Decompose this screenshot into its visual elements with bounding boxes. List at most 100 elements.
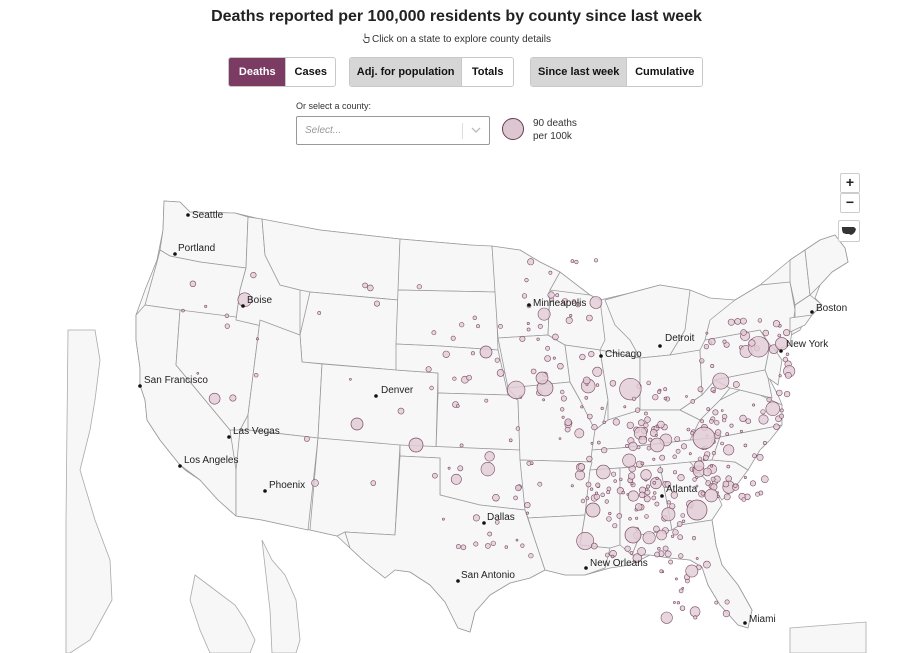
county-bubble[interactable] (515, 484, 522, 492)
county-bubble[interactable] (425, 366, 432, 373)
state-iowa[interactable] (497, 334, 571, 389)
county-bubble[interactable] (536, 337, 540, 341)
county-bubble[interactable] (651, 495, 657, 501)
county-bubble[interactable] (442, 350, 450, 358)
county-bubble[interactable] (697, 456, 703, 462)
county-bubble[interactable] (611, 471, 617, 477)
county-bubble[interactable] (692, 477, 697, 482)
county-bubble[interactable] (638, 435, 648, 445)
county-bubble[interactable] (720, 409, 724, 412)
county-bubble[interactable] (431, 330, 437, 336)
county-bubble[interactable] (450, 473, 462, 485)
county-bubble[interactable] (560, 395, 567, 402)
cumulative-button[interactable]: Cumulative (626, 58, 702, 86)
county-bubble[interactable] (559, 389, 565, 395)
deaths-button[interactable]: Deaths (229, 58, 286, 86)
county-bubble[interactable] (229, 394, 237, 402)
county-bubble[interactable] (656, 389, 662, 395)
since-last-week-button[interactable]: Since last week (531, 58, 627, 86)
county-bubble[interactable] (627, 472, 636, 480)
state-massachusetts[interactable] (794, 294, 823, 319)
county-bubble[interactable] (714, 600, 719, 605)
county-bubble[interactable] (473, 541, 479, 547)
county-bubble[interactable] (660, 611, 673, 624)
county-bubble[interactable] (632, 553, 642, 563)
county-bubble[interactable] (686, 427, 691, 432)
county-bubble[interactable] (663, 396, 668, 401)
county-bubble[interactable] (712, 372, 730, 390)
county-bubble[interactable] (537, 323, 543, 329)
county-bubble[interactable] (710, 464, 714, 468)
county-bubble[interactable] (654, 551, 661, 558)
county-bubble[interactable] (564, 418, 572, 426)
county-bubble[interactable] (676, 601, 681, 605)
county-bubble[interactable] (524, 278, 529, 283)
county-bubble[interactable] (521, 293, 528, 299)
county-bubble[interactable] (644, 416, 651, 423)
county-bubble[interactable] (484, 451, 495, 462)
county-bubble[interactable] (649, 437, 665, 453)
county-bubble[interactable] (762, 440, 767, 445)
county-bubble[interactable] (619, 378, 642, 401)
county-bubble[interactable] (712, 390, 716, 394)
county-bubble[interactable] (725, 475, 732, 482)
alaska-shape[interactable] (65, 329, 113, 653)
county-bubble[interactable] (224, 313, 230, 318)
county-bubble[interactable] (723, 444, 735, 456)
adj-population-button[interactable]: Adj. for population (350, 58, 462, 86)
county-bubble[interactable] (520, 543, 525, 548)
county-bubble[interactable] (721, 418, 727, 423)
county-bubble[interactable] (592, 366, 603, 377)
county-bubble[interactable] (685, 395, 688, 398)
county-bubble[interactable] (640, 469, 652, 481)
county-bubble[interactable] (457, 465, 464, 472)
state-arizona[interactable] (235, 429, 319, 531)
county-bubble[interactable] (574, 428, 585, 439)
county-bubble[interactable] (586, 314, 593, 322)
county-bubble[interactable] (624, 545, 631, 552)
county-bubble[interactable] (643, 422, 649, 428)
county-bubble[interactable] (693, 615, 698, 620)
county-bubble[interactable] (552, 356, 556, 360)
county-bubble[interactable] (702, 467, 712, 477)
county-bubble[interactable] (196, 371, 200, 375)
county-bubble[interactable] (208, 392, 221, 405)
county-bubble[interactable] (669, 503, 676, 510)
county-bubble[interactable] (675, 448, 681, 454)
county-select[interactable]: Select... (296, 116, 490, 145)
county-bubble[interactable] (776, 389, 783, 397)
county-bubble[interactable] (237, 292, 253, 307)
county-bubble[interactable] (773, 423, 780, 430)
county-bubble[interactable] (743, 443, 748, 448)
county-bubble[interactable] (714, 420, 720, 426)
county-bubble[interactable] (695, 484, 699, 488)
county-bubble[interactable] (760, 409, 766, 415)
county-bubble[interactable] (250, 272, 257, 279)
county-bubble[interactable] (664, 481, 672, 488)
county-bubble[interactable] (668, 559, 673, 565)
state-maine[interactable] (804, 234, 849, 296)
county-bubble[interactable] (631, 396, 637, 401)
county-bubble[interactable] (582, 376, 591, 385)
puerto-rico-shape[interactable] (789, 621, 867, 653)
county-bubble[interactable] (625, 443, 630, 448)
county-bubble[interactable] (560, 407, 565, 412)
state-wyoming[interactable] (299, 291, 399, 371)
county-bubble[interactable] (661, 507, 676, 522)
county-bubble[interactable] (762, 329, 769, 337)
county-bubble[interactable] (558, 437, 562, 440)
county-bubble[interactable] (373, 300, 380, 307)
county-bubble[interactable] (397, 407, 405, 415)
state-michigan[interactable] (604, 284, 691, 359)
county-bubble[interactable] (714, 429, 722, 436)
county-bubble[interactable] (224, 323, 230, 329)
county-bubble[interactable] (779, 408, 784, 413)
county-bubble[interactable] (723, 493, 731, 501)
hawaii-shape[interactable] (189, 574, 256, 653)
county-bubble[interactable] (574, 259, 579, 265)
county-bubble[interactable] (652, 394, 659, 401)
county-bubble[interactable] (748, 339, 756, 347)
county-bubble[interactable] (657, 546, 661, 551)
county-bubble[interactable] (729, 423, 734, 428)
county-bubble[interactable] (637, 419, 645, 427)
